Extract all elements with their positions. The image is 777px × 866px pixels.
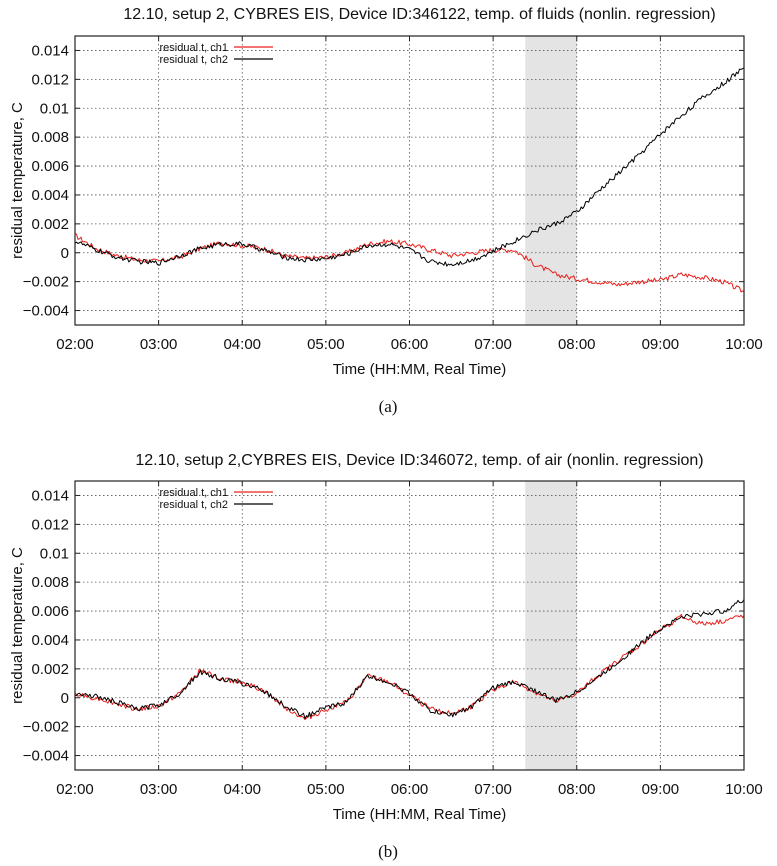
y-tick-label: 0.01 [40,545,69,562]
x-tick-label: 04:00 [223,781,261,798]
plot-frame [74,35,745,326]
x-tick-label: 06:00 [391,336,429,353]
series-line-ch1 [74,232,745,293]
x-tick-label: 10:00 [725,781,763,798]
y-tick-label: 0.014 [31,487,69,504]
figure-caption: (b) [378,842,398,861]
y-tick-label: 0.008 [31,129,69,146]
x-tick-label: 05:00 [307,781,345,798]
chart-panel-a: 12.10, setup 2, CYBRES EIS, Device ID:34… [9,6,763,416]
x-axis-label: Time (HH:MM, Real Time) [333,806,507,823]
legend-label-ch2: residual t, ch2 [160,54,228,66]
x-tick-label: 03:00 [140,781,178,798]
x-tick-label: 03:00 [140,336,178,353]
legend-label-ch1: residual t, ch1 [160,487,228,499]
x-tick-label: 07:00 [474,336,512,353]
shaded-interval [525,481,577,770]
x-tick-label: 04:00 [223,336,261,353]
y-tick-label: 0.006 [31,603,69,620]
y-tick-label: 0.002 [31,661,69,678]
y-tick-label: 0.002 [31,216,69,233]
y-tick-label: 0.004 [31,187,69,204]
y-tick-label: 0.004 [31,632,69,649]
legend-label-ch1: residual t, ch1 [160,42,228,54]
x-tick-label: 09:00 [642,336,680,353]
x-tick-label: 08:00 [558,336,596,353]
x-axis-label: Time (HH:MM, Real Time) [333,361,507,378]
legend-label-ch2: residual t, ch2 [160,499,228,511]
y-axis-label: residual temperature, C [9,547,26,704]
y-tick-label: −0.002 [23,719,69,736]
x-tick-label: 02:00 [56,781,94,798]
figure-caption: (a) [379,397,398,416]
x-tick-label: 07:00 [474,781,512,798]
x-tick-label: 10:00 [725,336,763,353]
y-tick-label: 0 [61,690,69,707]
x-tick-label: 08:00 [558,781,596,798]
x-tick-label: 06:00 [391,781,429,798]
x-tick-label: 02:00 [56,336,94,353]
chart-panel-b: 12.10, setup 2,CYBRES EIS, Device ID:346… [9,452,763,861]
y-tick-label: −0.002 [23,274,69,291]
x-tick-label: 05:00 [307,336,345,353]
y-tick-label: 0 [61,245,69,262]
y-axis-label: residual temperature, C [9,102,26,259]
y-tick-label: 0.01 [40,100,69,117]
shaded-interval [525,36,577,325]
y-tick-label: 0.006 [31,158,69,175]
chart-title: 12.10, setup 2, CYBRES EIS, Device ID:34… [123,6,715,23]
y-tick-label: −0.004 [23,748,69,765]
y-tick-label: 0.012 [31,516,69,533]
y-tick-label: −0.004 [23,303,69,320]
y-tick-label: 0.014 [31,42,69,59]
series-line-ch2 [75,599,745,720]
plot-frame [74,480,745,771]
x-tick-label: 09:00 [642,781,680,798]
y-tick-label: 0.008 [31,574,69,591]
series-line-ch2 [74,67,745,267]
y-tick-label: 0.012 [31,71,69,88]
chart-title: 12.10, setup 2,CYBRES EIS, Device ID:346… [135,452,703,469]
